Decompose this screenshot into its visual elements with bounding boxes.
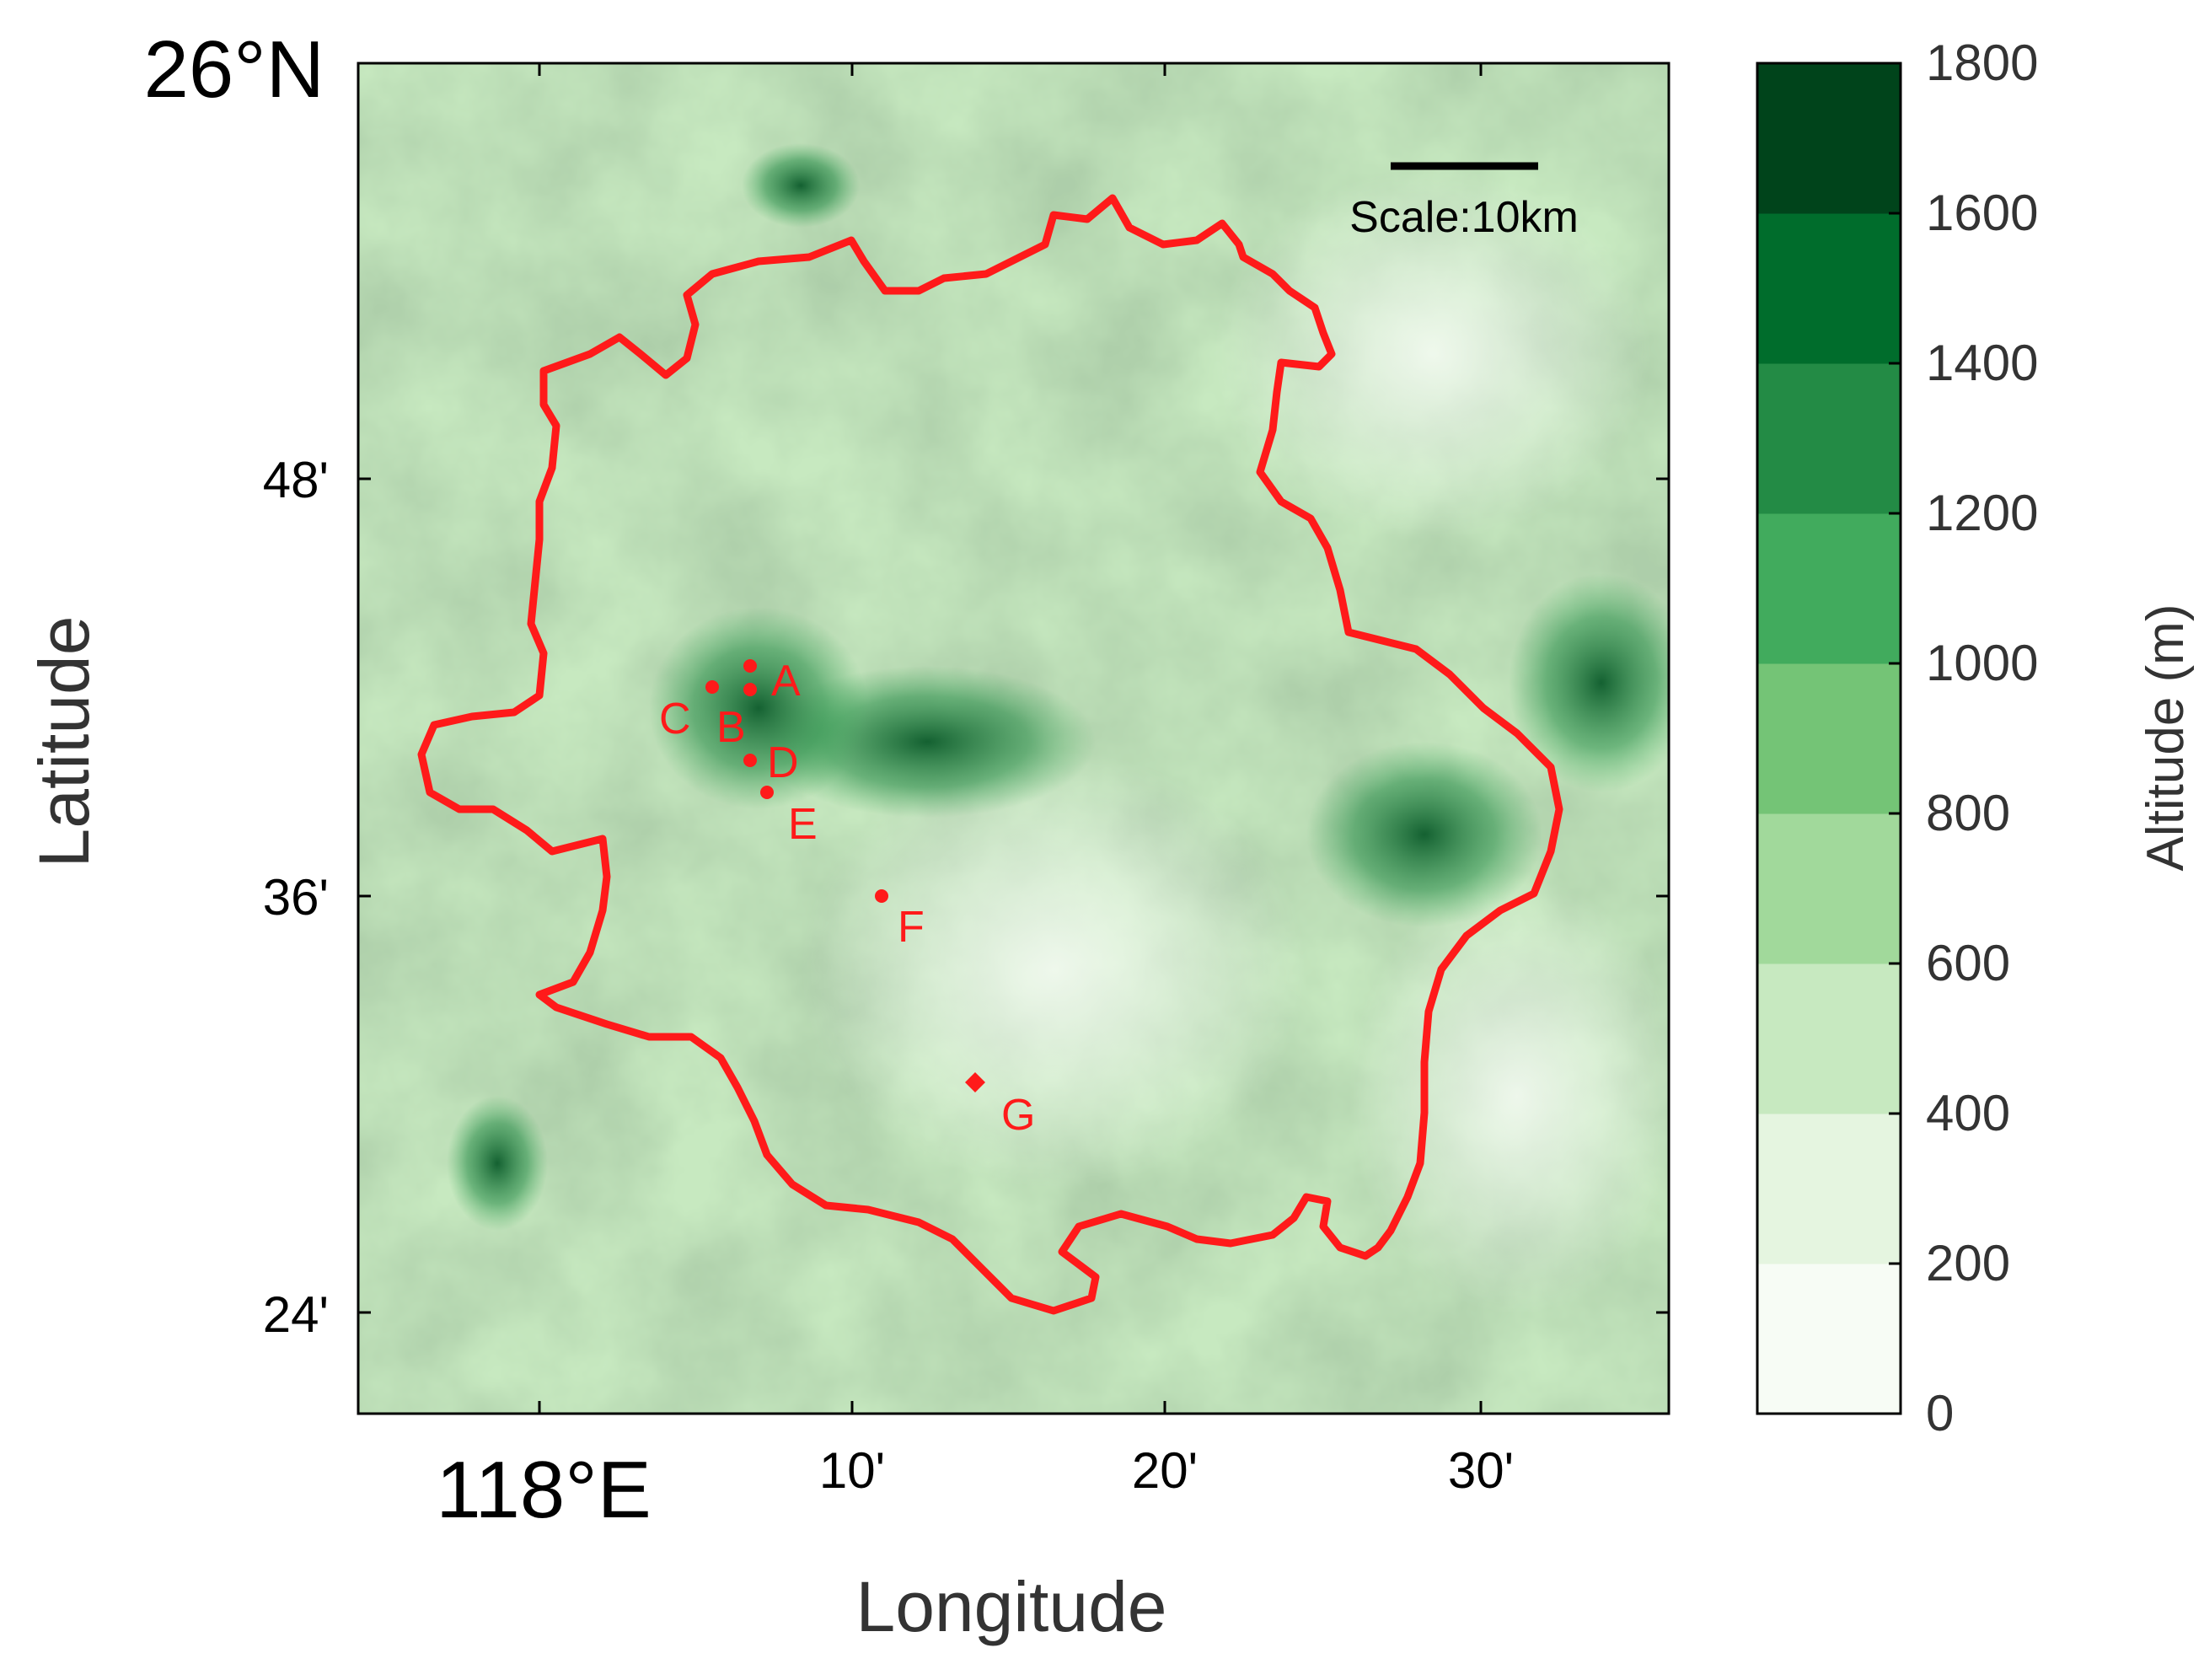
- colorbar-swatch: [1757, 1264, 1901, 1414]
- site-label-f: F: [898, 903, 925, 952]
- corner-longitude-label: 118°E: [436, 1445, 651, 1535]
- site-marker-e: [760, 786, 774, 799]
- x-axis: [538, 63, 1483, 1414]
- x-tick-label: 20': [1132, 1442, 1198, 1499]
- site-label-d: D: [767, 738, 799, 787]
- lowland-area: [801, 750, 1306, 1189]
- x-axis-title: Longitude: [855, 1567, 1166, 1646]
- colorbar-tick-label: 1400: [1926, 335, 2038, 391]
- colorbar-title: Altitude (m): [2137, 604, 2195, 872]
- colorbar-tick-label: 1800: [1926, 35, 2038, 91]
- site-label-g: G: [1001, 1091, 1035, 1140]
- mountain-ridge: [1509, 573, 1669, 792]
- mountain-ridge: [742, 143, 860, 228]
- site-marker-c: [705, 680, 719, 694]
- mountain-ridge: [1306, 742, 1542, 927]
- terrain-map: Scale:10km A B C D E F G: [358, 63, 1669, 1414]
- colorbar-tick-label: 0: [1926, 1385, 1954, 1441]
- x-tick-label: 30': [1448, 1442, 1514, 1499]
- lowland-area: [1214, 169, 1652, 539]
- y-tick-label: 24': [263, 1286, 329, 1343]
- colorbar-tick-label: 800: [1926, 785, 2010, 841]
- site-label-c: C: [659, 695, 691, 743]
- colorbar-tick-label: 600: [1926, 935, 2010, 991]
- colorbar-tick-label: 1600: [1926, 185, 2038, 241]
- colorbar-swatch: [1757, 513, 1901, 664]
- mountain-ridge: [447, 1096, 548, 1231]
- site-marker-b: [743, 683, 757, 696]
- colorbar-swatch: [1757, 963, 1901, 1114]
- site-markers: A B C D E F G: [659, 657, 1035, 1140]
- colorbar-swatch: [1757, 63, 1901, 214]
- map-frame: [357, 62, 1670, 1415]
- colorbar: 0 200 400 600 800 1000 1200 1400 1600 1800: [1756, 35, 2038, 1441]
- site-marker-g: [965, 1072, 985, 1092]
- y-tick-label: 48': [263, 452, 329, 508]
- y-axis: [358, 477, 1669, 1314]
- x-tick-label: 10': [819, 1442, 885, 1499]
- lowland-area: [1349, 877, 1669, 1315]
- site-marker-d: [743, 754, 757, 767]
- colorbar-tick-label: 1000: [1926, 635, 2038, 691]
- site-label-e: E: [788, 800, 818, 849]
- site-marker-f: [875, 889, 888, 903]
- colorbar-swatch: [1757, 1114, 1901, 1264]
- mountain-ridge: [649, 607, 868, 809]
- colorbar-swatch: [1757, 363, 1901, 514]
- corner-latitude-label: 26°N: [144, 24, 325, 115]
- colorbar-tick-label: 400: [1926, 1085, 2010, 1141]
- colorbar-swatch: [1757, 813, 1901, 964]
- scale-bar-label: Scale:10km: [1349, 193, 1579, 242]
- colorbar-swatch: [1757, 213, 1901, 364]
- colorbar-tick-label: 200: [1926, 1235, 2010, 1291]
- site-label-a: A: [771, 657, 801, 706]
- site-label-b: B: [716, 703, 746, 752]
- study-area-boundary: [417, 194, 1563, 1315]
- colorbar-frame: [1756, 62, 1902, 1415]
- colorbar-swatch: [1757, 663, 1901, 814]
- y-axis-title: Latitude: [24, 616, 104, 868]
- site-marker-a: [743, 659, 757, 673]
- y-tick-label: 36': [263, 869, 329, 926]
- colorbar-tick-label: 1200: [1926, 485, 2038, 541]
